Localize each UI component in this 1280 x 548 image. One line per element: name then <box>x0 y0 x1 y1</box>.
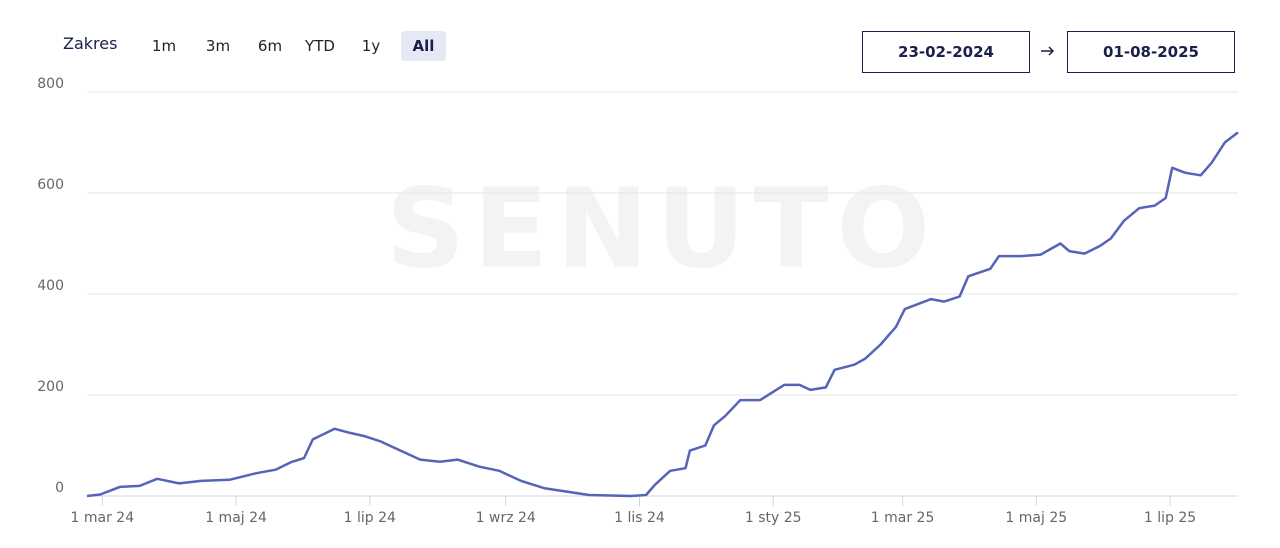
x-tick-label: 1 mar 24 <box>71 510 135 526</box>
watermark: SENUTO <box>386 164 938 292</box>
y-tick-label: 0 <box>55 480 64 496</box>
range-button[interactable]: 1y <box>361 37 381 55</box>
x-tick-label: 1 sty 25 <box>745 510 802 526</box>
range-button[interactable]: YTD <box>305 37 335 55</box>
range-button[interactable]: 3m <box>205 37 231 55</box>
range-button[interactable]: 6m <box>257 37 283 55</box>
x-tick-label: 1 lip 25 <box>1144 510 1196 526</box>
arrow-icon <box>1041 46 1055 56</box>
series-line <box>86 131 1239 498</box>
x-tick-label: 1 lis 24 <box>614 510 665 526</box>
y-tick-label: 800 <box>37 76 64 92</box>
y-tick-label: 400 <box>37 278 64 294</box>
range-label: Zakres <box>63 34 118 53</box>
y-tick-label: 600 <box>37 177 64 193</box>
x-tick-label: 1 mar 25 <box>871 510 935 526</box>
x-tick-label: 1 maj 24 <box>205 510 267 526</box>
range-button[interactable]: 1m <box>151 37 177 55</box>
x-tick-label: 1 maj 25 <box>1005 510 1067 526</box>
y-tick-label: 200 <box>37 379 64 395</box>
x-tick-label: 1 wrz 24 <box>476 510 536 526</box>
x-tick-label: 1 lip 24 <box>344 510 396 526</box>
date-to[interactable]: 01-08-2025 <box>1067 31 1235 73</box>
range-button[interactable]: All <box>401 31 446 61</box>
date-from[interactable]: 23-02-2024 <box>862 31 1030 73</box>
